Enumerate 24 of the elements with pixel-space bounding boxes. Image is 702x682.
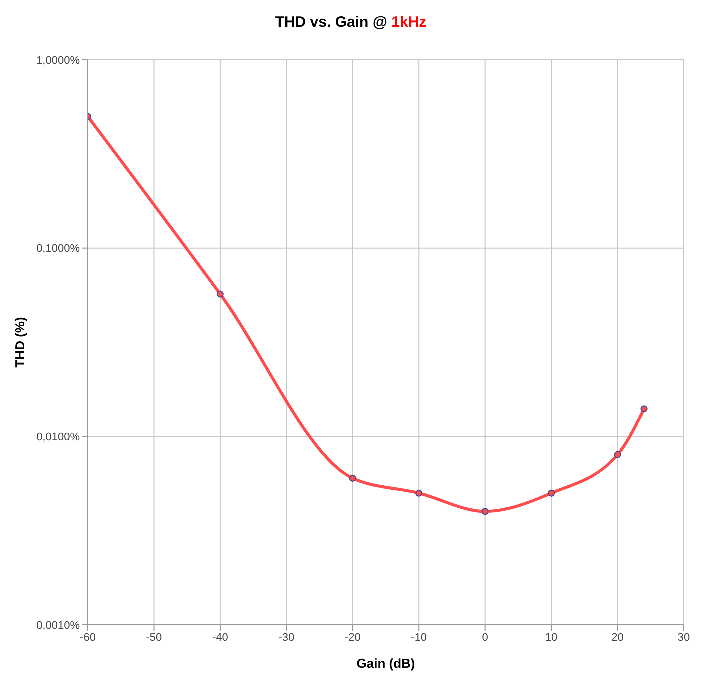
x-axis-title: Gain (dB) <box>356 656 416 671</box>
point <box>640 406 648 413</box>
x-tick-label: -10 <box>411 632 428 644</box>
x-tick-label: 10 <box>545 632 558 644</box>
x-tick-label: 0 <box>482 632 488 644</box>
x-tick-label: -60 <box>80 632 96 644</box>
y-tick-label: 0,1000% <box>36 243 80 256</box>
x-tick-label: -50 <box>146 632 162 644</box>
chart-title: THD vs. Gain @ 1kHz <box>274 14 428 33</box>
x-tick-label: -20 <box>344 632 361 644</box>
x-tick-label: 30 <box>678 632 690 644</box>
y-tick-label: 0,0010% <box>36 620 80 632</box>
y-tick-label: 0,0100% <box>36 432 80 444</box>
point <box>614 451 622 458</box>
x-tick-label: -30 <box>278 632 295 644</box>
point <box>216 290 224 298</box>
point <box>416 490 423 497</box>
point <box>548 490 556 497</box>
x-tick-label: 20 <box>612 632 624 644</box>
x-tick-label: -40 <box>212 632 228 644</box>
point <box>482 508 489 516</box>
y-axis-title: THD (%) <box>12 317 28 368</box>
point <box>349 474 356 482</box>
y-tick-label: 1,0000% <box>36 54 80 67</box>
